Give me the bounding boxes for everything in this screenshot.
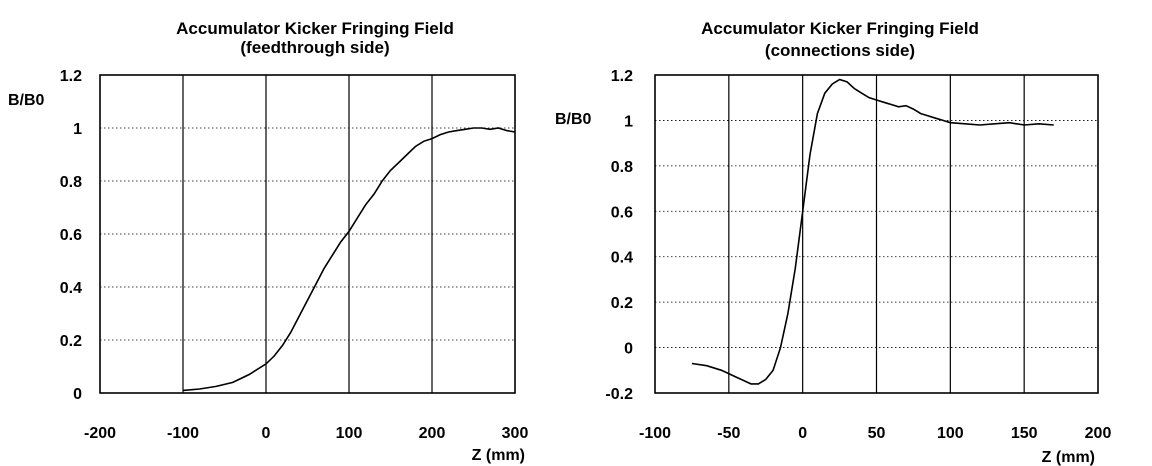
- chart-title: Accumulator Kicker Fringing Field: [176, 19, 454, 38]
- x-tick-label: 200: [1085, 425, 1112, 442]
- y-tick-label: 1.2: [60, 68, 82, 85]
- x-tick-label: 100: [336, 425, 363, 442]
- x-tick-label: -50: [717, 425, 740, 442]
- x-axis-label: Z (mm): [472, 447, 525, 464]
- y-tick-label: 0.2: [611, 295, 633, 312]
- chart-feedthrough-side: Accumulator Kicker Fringing Field (feedt…: [8, 19, 528, 464]
- x-tick-label: 200: [419, 425, 446, 442]
- chart-subtitle: (feedthrough side): [240, 38, 389, 57]
- y-tick-label: 0.8: [60, 174, 82, 191]
- chart-connections-side: Accumulator Kicker Fringing Field (conne…: [555, 19, 1111, 466]
- y-tick-label: -0.2: [605, 386, 633, 403]
- series-line: [691, 78, 1054, 385]
- x-axis-label: Z (mm): [1042, 449, 1095, 466]
- chart-title: Accumulator Kicker Fringing Field: [701, 19, 979, 38]
- y-tick-label: 0.2: [60, 333, 82, 350]
- y-axis-label: B/B0: [8, 92, 45, 109]
- plot-frame: [99, 74, 516, 394]
- x-tick-label: 0: [798, 425, 807, 442]
- x-tick-label: -100: [639, 425, 671, 442]
- y-tick-label: 0.4: [60, 280, 82, 297]
- y-tick-label: 0.8: [611, 159, 633, 176]
- chart-subtitle: (connections side): [765, 41, 915, 60]
- plot-frame: [654, 74, 1099, 394]
- x-tick-label: 50: [868, 425, 886, 442]
- x-tick-label: 150: [1011, 425, 1038, 442]
- x-tick-label: 0: [262, 425, 271, 442]
- y-tick-label: 1.2: [611, 68, 633, 85]
- x-tick-label: 100: [937, 425, 964, 442]
- y-tick-label: 0.4: [611, 250, 633, 267]
- y-tick-label: 0: [624, 341, 633, 358]
- y-tick-label: 0.6: [611, 204, 633, 221]
- series-line: [182, 127, 516, 392]
- x-tick-label: -100: [167, 425, 199, 442]
- y-tick-label: 1: [624, 113, 633, 130]
- x-tick-label: -200: [84, 425, 116, 442]
- y-tick-label: 0.6: [60, 227, 82, 244]
- x-tick-label: 300: [502, 425, 529, 442]
- y-tick-label: 0: [73, 386, 82, 403]
- y-axis-label: B/B0: [555, 111, 592, 128]
- y-tick-label: 1: [73, 121, 82, 138]
